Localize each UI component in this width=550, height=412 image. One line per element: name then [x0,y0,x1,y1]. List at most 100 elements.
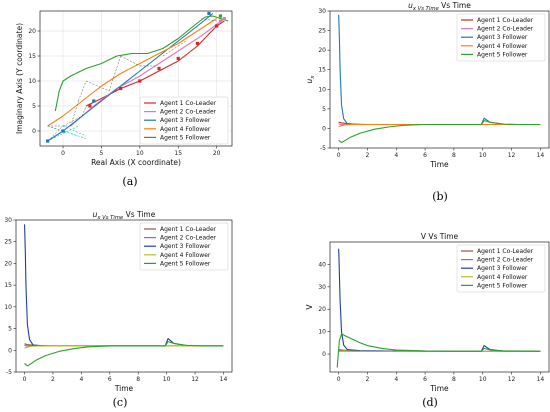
series-group [46,11,229,143]
axes-frame [15,219,233,373]
chart-title: ux Vs Time Vs Time [408,1,471,12]
agent-position-marker [195,41,200,46]
legend-label: Agent 4 Follower [160,126,211,133]
legend-label: Agent 1 Co-Leader [477,17,534,24]
subfigure-label: (a) [122,175,137,188]
legend-label: Agent 1 Co-Leader [477,248,534,255]
y-tick-label: 30 [4,217,12,224]
y-tick-label: -5 [6,369,12,376]
x-tick-label: 4 [79,376,83,383]
x-tick-label: 0 [337,152,341,159]
agent-position-marker [46,139,50,143]
axes-frame [329,241,550,373]
formation-link [47,125,64,142]
y-tick-label: 5 [32,103,36,110]
formation-link [62,115,83,127]
chart-title: ux Vs Time Vs Time [93,210,156,221]
y-tick-label: 0 [8,347,12,354]
x-tick-label: 12 [191,376,199,383]
agent-position-marker [218,14,223,18]
y-tick-label: 10 [4,304,12,311]
legend-label: Agent 3 Follower [477,265,528,272]
panel-c-ux-vs-time: 0 2 4 6 8 10 12 14 -5 0 5 10 15 20 25 30 Time ux ux Vs Tim… [0,210,233,409]
legend-label: Agent 4 Follower [160,252,211,259]
legend: Agent 1 Co-Leader Agent 2 Co-Leader Agent … [139,96,229,145]
agent-position-marker [222,16,226,21]
agent-position-marker [207,11,211,16]
x-axis-label: Time [429,160,449,169]
series-line [338,120,541,144]
y-tick-label: 0 [32,128,36,135]
y-tick-label: 25 [318,28,326,35]
x-tick-label: 14 [537,152,545,159]
x-tick-label: 6 [423,152,427,159]
y-tick-label: 5 [8,326,12,333]
subfigure-label: (b) [432,190,448,203]
legend-label: Agent 2 Co-Leader [160,235,217,242]
x-tick-label: 0 [61,150,65,157]
y-tick-label: 20 [318,47,326,54]
legend-label: Agent 2 Co-Leader [160,109,217,116]
series-line [24,341,224,367]
y-tick-label: 0 [322,125,326,132]
x-tick-label: 15 [174,150,182,157]
y-tick-label: 20 [318,306,326,313]
formation-link-initial [62,125,87,137]
panel-b-ux-vs-time: 0 2 4 6 8 10 12 14 -5 0 5 10 15 20 25 30 Time ux ux Vs Tim… [305,1,550,203]
y-tick-label: 10 [28,78,36,85]
x-tick-label: 5 [100,150,104,157]
series-group [336,248,541,368]
x-tick-label: 0 [337,376,341,383]
agent-position-marker [215,24,219,28]
x-tick-label: 2 [366,376,370,383]
formation-link [82,105,87,117]
x-tick-label: 4 [394,376,398,383]
legend-label: Agent 5 Follower [160,260,211,267]
y-tick-label: 25 [4,239,12,246]
formation-link [85,80,110,92]
legend-label: Agent 5 Follower [160,134,211,141]
formation-link [78,80,87,102]
legend-box [456,13,546,62]
series-line [336,333,541,368]
legend-label: Agent 5 Follower [477,282,528,289]
y-tick-label: 10 [318,329,326,336]
x-tick-label: 8 [452,152,456,159]
formation-link [70,100,79,127]
x-tick-label: 8 [136,376,140,383]
formation-link [178,40,187,47]
chart-title: V Vs Time [421,232,459,241]
agent-position-marker [88,104,92,108]
series-line [70,18,225,127]
x-tick-label: 10 [163,376,171,383]
agent-position-marker [157,66,161,71]
x-tick-label: 10 [479,376,487,383]
series-group [338,14,541,144]
y-tick-label: 40 [318,261,326,268]
y-axis-label: ux [0,291,2,300]
legend-box [456,244,546,293]
formation-link [162,45,179,57]
x-tick-label: 8 [452,376,456,383]
legend-label: Agent 3 Follower [160,243,211,250]
x-tick-label: 6 [108,376,112,383]
agent-position-marker [92,99,96,103]
agent-position-marker [176,56,180,61]
legend-box [139,222,229,271]
formation-link [120,55,140,67]
y-tick-label: 10 [318,86,326,93]
axes-frame [329,10,550,149]
agent-position-marker [138,79,142,83]
x-tick-label: 10 [479,152,487,159]
y-axis-label: ux [305,75,316,84]
x-tick-label: 2 [366,152,370,159]
panel-a-trajectories: 0 5 10 15 20 0 5 10 15 20 Real Axis (X coordinate)… [15,10,233,188]
subfigure-label: (d) [422,396,438,409]
y-tick-label: 0 [322,351,326,358]
legend-label: Agent 3 Follower [477,34,528,41]
y-tick-label: 15 [318,67,326,74]
legend-label: Agent 1 Co-Leader [160,100,217,107]
x-tick-label: 0 [23,376,27,383]
